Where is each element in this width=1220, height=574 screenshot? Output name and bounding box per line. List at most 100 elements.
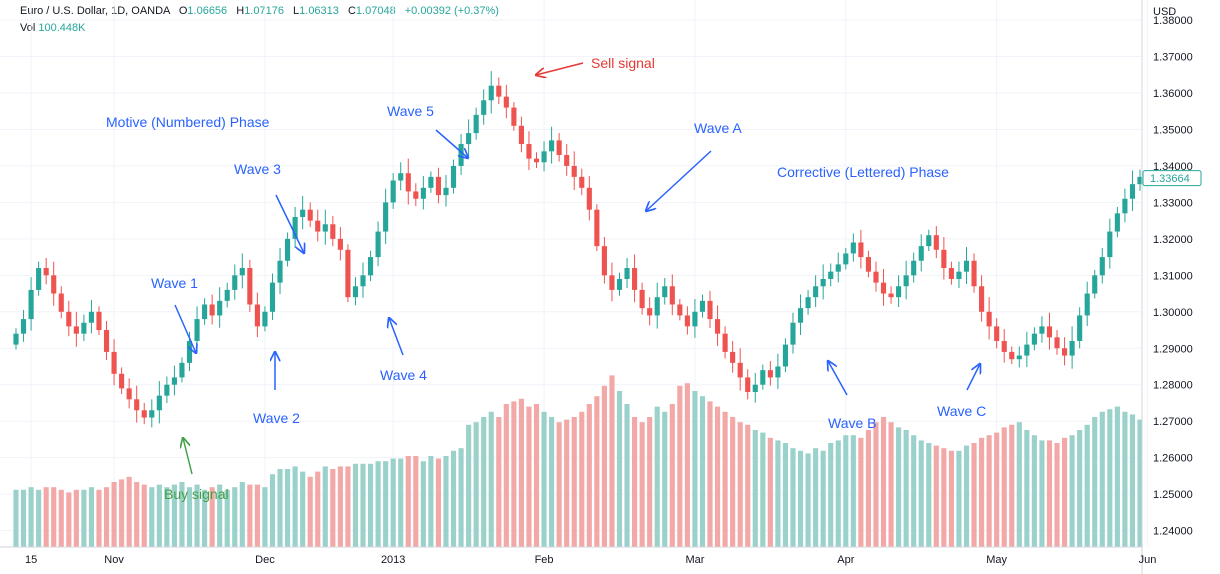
volume-bar[interactable]: [632, 417, 638, 547]
candle-body[interactable]: [1122, 198, 1128, 214]
candle-body[interactable]: [647, 308, 653, 316]
volume-bar[interactable]: [269, 474, 276, 547]
candle-body[interactable]: [262, 311, 268, 327]
volume-bar[interactable]: [156, 484, 162, 547]
candle-body[interactable]: [209, 304, 215, 316]
candle-body[interactable]: [254, 304, 260, 327]
volume-bar[interactable]: [888, 422, 894, 547]
candle-body[interactable]: [511, 107, 517, 126]
volume-bar[interactable]: [141, 484, 147, 547]
candle-body[interactable]: [443, 187, 449, 196]
candle-body[interactable]: [239, 268, 245, 276]
volume-bar[interactable]: [285, 469, 291, 547]
volume-bar[interactable]: [579, 411, 585, 547]
volume-bar[interactable]: [413, 456, 419, 547]
volume-bar[interactable]: [119, 479, 125, 547]
volume-bar[interactable]: [1024, 430, 1030, 547]
candle-body[interactable]: [873, 271, 879, 283]
candle-body[interactable]: [345, 249, 351, 298]
candle-body[interactable]: [926, 235, 932, 247]
volume-bar[interactable]: [103, 487, 110, 547]
volume-bar[interactable]: [865, 430, 871, 547]
candle-body[interactable]: [745, 377, 751, 393]
candle-body[interactable]: [473, 114, 479, 134]
volume-bar[interactable]: [179, 482, 185, 547]
volume-bar[interactable]: [1114, 406, 1120, 547]
candle-body[interactable]: [1092, 275, 1098, 294]
volume-bar[interactable]: [511, 401, 517, 547]
candle-body[interactable]: [428, 176, 434, 188]
candle-body[interactable]: [669, 286, 675, 305]
volume-bar[interactable]: [1061, 437, 1068, 547]
volume-bar[interactable]: [435, 458, 442, 547]
volume-bar[interactable]: [466, 424, 472, 547]
candle-body[interactable]: [224, 289, 230, 301]
candle-body[interactable]: [58, 293, 64, 312]
candle-body[interactable]: [782, 344, 789, 367]
volume-bar[interactable]: [911, 435, 917, 547]
candle-body[interactable]: [963, 260, 970, 272]
volume-bar[interactable]: [375, 461, 381, 547]
volume-bar[interactable]: [760, 432, 766, 547]
volume-bar[interactable]: [352, 463, 359, 547]
candle-body[interactable]: [496, 85, 502, 97]
candle-body[interactable]: [594, 209, 600, 247]
volume-bar[interactable]: [51, 487, 57, 547]
volume-bar[interactable]: [420, 461, 426, 547]
candle-body[interactable]: [352, 286, 359, 298]
candle-body[interactable]: [805, 297, 811, 309]
volume-bar[interactable]: [58, 489, 64, 547]
candle-body[interactable]: [790, 322, 796, 345]
volume-bar[interactable]: [654, 406, 660, 547]
candle-body[interactable]: [564, 154, 570, 166]
candle-body[interactable]: [1084, 293, 1090, 316]
candle-body[interactable]: [903, 275, 909, 287]
candle-body[interactable]: [269, 282, 276, 312]
candle-body[interactable]: [360, 275, 366, 287]
volume-bar[interactable]: [360, 463, 366, 547]
volume-bar[interactable]: [1039, 440, 1045, 547]
volume-bar[interactable]: [609, 375, 615, 547]
candle-body[interactable]: [51, 275, 57, 294]
candle-body[interactable]: [194, 319, 200, 341]
candle-body[interactable]: [1024, 344, 1030, 356]
volume-bar[interactable]: [36, 489, 42, 547]
candle-body[interactable]: [828, 271, 834, 279]
volume-bar[interactable]: [13, 489, 19, 547]
volume-bar[interactable]: [986, 435, 992, 547]
volume-bar[interactable]: [1009, 424, 1015, 547]
volume-bar[interactable]: [262, 487, 268, 547]
candle-body[interactable]: [1001, 340, 1007, 352]
candle-body[interactable]: [330, 224, 336, 239]
candle-body[interactable]: [375, 231, 381, 258]
volume-bar[interactable]: [586, 404, 592, 547]
volume-bar[interactable]: [684, 383, 690, 547]
volume-bar[interactable]: [428, 456, 434, 547]
volume-bar[interactable]: [616, 391, 623, 547]
candle-body[interactable]: [677, 304, 683, 316]
candle-body[interactable]: [481, 100, 487, 115]
candle-body[interactable]: [503, 96, 509, 108]
volume-bar[interactable]: [458, 448, 464, 547]
volume-bar[interactable]: [752, 430, 758, 547]
candle-body[interactable]: [202, 304, 208, 320]
volume-bar[interactable]: [337, 466, 343, 547]
volume-bar[interactable]: [473, 422, 479, 547]
volume-bar[interactable]: [345, 466, 351, 547]
volume-bar[interactable]: [714, 406, 721, 547]
volume-bar[interactable]: [111, 482, 117, 547]
candle-body[interactable]: [111, 351, 117, 374]
volume-bar[interactable]: [1016, 422, 1022, 547]
candle-body[interactable]: [488, 85, 494, 101]
candle-body[interactable]: [911, 260, 917, 276]
candle-body[interactable]: [835, 264, 841, 272]
volume-bar[interactable]: [1077, 430, 1083, 547]
candle-body[interactable]: [247, 268, 253, 305]
candle-body[interactable]: [66, 311, 72, 327]
volume-bar[interactable]: [782, 443, 789, 547]
volume-bar[interactable]: [300, 471, 306, 547]
candle-body[interactable]: [81, 322, 87, 334]
volume-bar[interactable]: [1107, 409, 1113, 547]
candle-body[interactable]: [13, 333, 19, 345]
volume-bar[interactable]: [239, 482, 245, 547]
